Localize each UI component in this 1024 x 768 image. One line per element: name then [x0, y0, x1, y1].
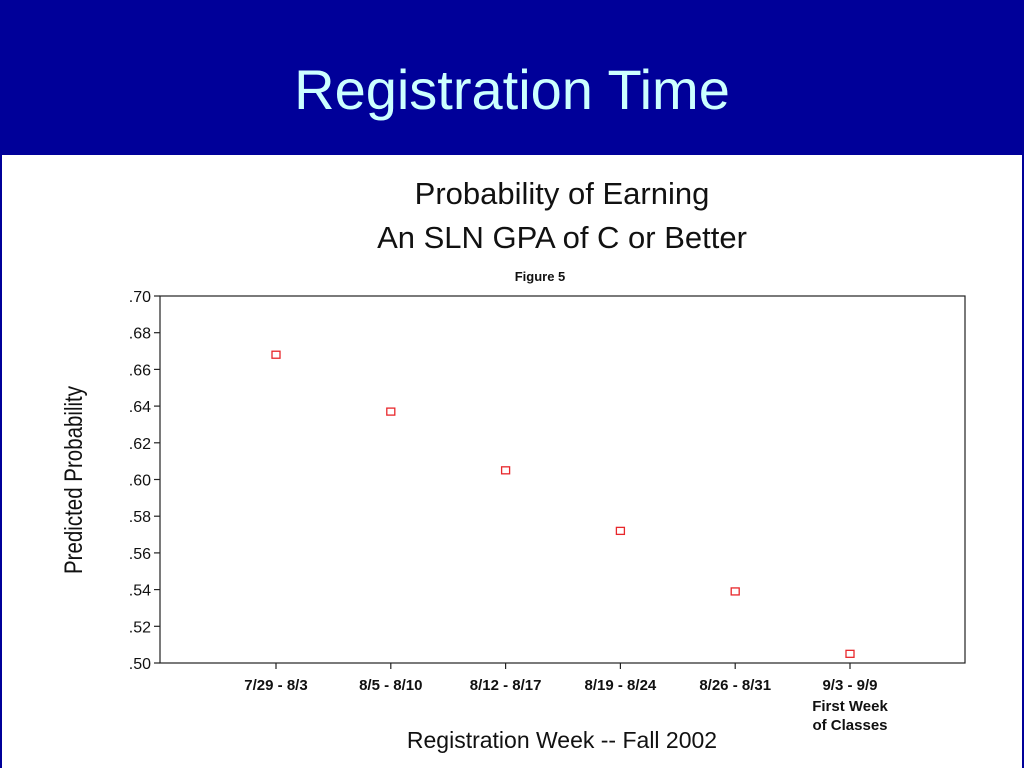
figure-label: Figure 5: [514, 269, 566, 284]
y-tick-label: .60: [129, 473, 151, 490]
y-tick-label: .54: [129, 583, 151, 600]
x-tick-sublabel: First Week: [812, 698, 888, 715]
data-point: [500, 466, 511, 475]
x-tick-label: 8/5 - 8/10: [359, 677, 422, 694]
x-tick-label: 8/12 - 8/17: [470, 677, 542, 694]
x-tick-sublabel: of Classes: [812, 717, 887, 734]
y-tick-label: .64: [129, 399, 151, 416]
y-tick-label: .58: [129, 509, 151, 526]
y-tick-label: .56: [129, 546, 151, 563]
chart-title-line-2: An SLN GPA of C or Better: [377, 220, 747, 255]
slide-title: Registration Time: [294, 58, 730, 121]
left-border: [0, 155, 2, 768]
y-axis-label: Predicted Probability: [59, 385, 87, 574]
x-tick-label: 7/29 - 8/3: [244, 677, 307, 694]
right-border: [1022, 155, 1024, 768]
x-tick-label: 8/19 - 8/24: [585, 677, 657, 694]
title-band: [0, 0, 1024, 155]
y-tick-label: .70: [129, 289, 151, 306]
y-tick-label: .66: [129, 362, 151, 379]
data-point: [386, 407, 396, 416]
y-tick-label: .62: [129, 436, 151, 453]
x-axis-label: Registration Week -- Fall 2002: [407, 727, 717, 753]
plot-frame: [159, 295, 966, 664]
x-tick-label: 9/3 - 9/9: [822, 677, 877, 694]
data-point: [615, 526, 626, 536]
y-tick-label: .52: [129, 619, 151, 636]
data-point: [730, 587, 740, 596]
chart-title-line-1: Probability of Earning: [414, 176, 710, 211]
data-point: [845, 649, 855, 658]
data-point: [271, 350, 281, 359]
y-tick-label: .50: [129, 656, 151, 673]
y-tick-label: .68: [129, 326, 151, 343]
x-tick-label: 8/26 - 8/31: [699, 677, 771, 694]
